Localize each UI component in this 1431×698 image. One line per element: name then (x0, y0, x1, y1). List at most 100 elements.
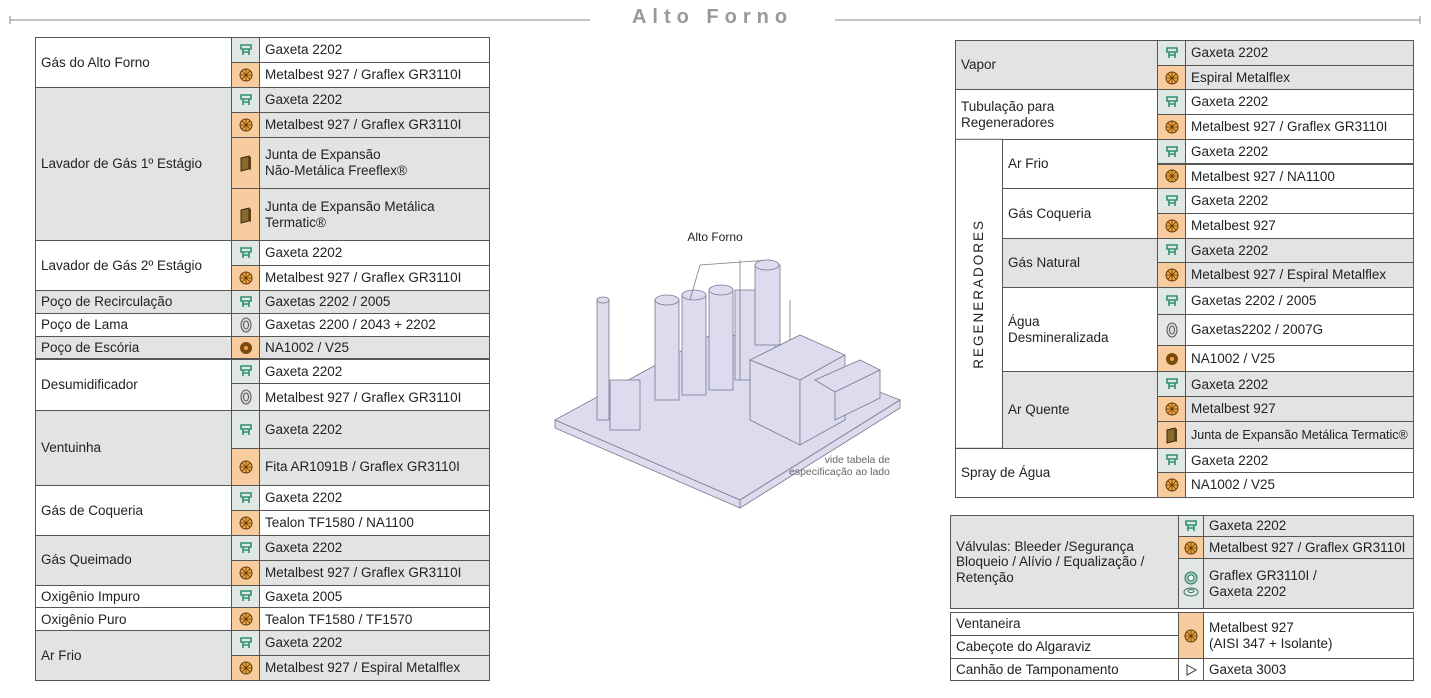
product-icon (1157, 396, 1186, 422)
product-name: Gaxeta 2202 (1185, 237, 1414, 264)
product-name: Gaxeta 2005 (259, 584, 490, 609)
product-name: Gaxeta 2202 (1185, 371, 1414, 398)
group-label: Poço de Recirculação (35, 290, 232, 314)
product-icon (1157, 114, 1186, 140)
product-name: Gaxeta 2202 (1185, 447, 1414, 474)
group-label: Gás de Coqueria (35, 485, 232, 536)
product-icon (231, 335, 260, 360)
product-icon (231, 358, 260, 385)
group-label: Válvulas: Bleeder /Segurança Bloqueio / … (950, 515, 1179, 609)
product-name: Gaxeta 3003 (1203, 658, 1414, 681)
product-icon (1157, 313, 1186, 346)
subgroup-label: Gás Coqueria (1002, 188, 1158, 239)
product-name: Junta de Expansão Metálica Termatic® (1185, 420, 1414, 449)
product-icon (1157, 212, 1186, 239)
product-name: Metalbest 927 / Graflex GR3110I (259, 111, 490, 138)
product-icon (231, 188, 260, 242)
product-icon (231, 630, 260, 657)
product-icon (231, 410, 260, 449)
group-label: Ar Frio (35, 630, 232, 681)
product-icon (1157, 447, 1186, 474)
product-name: Metalbest 927 (AISI 347 + Isolante) (1203, 612, 1414, 659)
group-label: Cabeçote do Algaraviz (950, 635, 1179, 659)
group-label: Desumidificador (35, 358, 232, 412)
subgroup-label: Ar Quente (1002, 371, 1158, 449)
illustration-label: Alto Forno (687, 230, 743, 244)
product-icon (1178, 515, 1204, 537)
product-name: Gaxeta 2202 (1185, 138, 1414, 165)
group-label: Oxigênio Puro (35, 607, 232, 632)
product-name: Metalbest 927 / Graflex GR3110I (259, 61, 490, 88)
product-icon (231, 37, 260, 63)
product-icon (231, 61, 260, 88)
product-icon (1157, 287, 1186, 315)
product-icon (231, 655, 260, 681)
product-icon (231, 290, 260, 314)
product-name: Gaxetas 2202 / 2005 (259, 290, 490, 314)
product-icon (231, 447, 260, 487)
product-name: Gaxeta 2202 (259, 37, 490, 63)
product-name: Gaxeta 2202 (259, 358, 490, 385)
product-icon (231, 136, 260, 190)
product-icon (231, 485, 260, 511)
product-name: Gaxetas2202 / 2007G (1185, 313, 1414, 346)
product-name: NA1002 / V25 (259, 335, 490, 360)
product-name: Gaxeta 2202 (1203, 515, 1414, 537)
group-label: Ventaneira (950, 612, 1179, 636)
product-icon (1157, 188, 1186, 214)
product-name: Metalbest 927 / Graflex GR3110I (1203, 536, 1414, 559)
product-name: Gaxeta 2202 (259, 86, 490, 113)
group-label: Gás Queimado (35, 534, 232, 586)
product-icon (231, 509, 260, 536)
product-icon (231, 111, 260, 138)
product-name: Gaxeta 2202 (259, 630, 490, 657)
product-icon (231, 265, 260, 292)
product-name: Junta de Expansão Metálica Termatic® (259, 188, 490, 242)
product-icon (231, 534, 260, 561)
subgroup-label: Ar Frio (1002, 138, 1158, 190)
product-icon (231, 86, 260, 113)
product-icon (1157, 64, 1186, 91)
group-label: Vapor (955, 40, 1158, 91)
group-label: Ventuinha (35, 410, 232, 486)
group-label: Oxigênio Impuro (35, 584, 232, 609)
product-name: Metalbest 927 / NA1100 (1185, 163, 1414, 190)
product-icon (231, 607, 260, 632)
product-icon (1157, 344, 1186, 373)
product-name: Gaxeta 2202 (259, 410, 490, 449)
product-name: NA1002 / V25 (1185, 344, 1414, 373)
subgroup-label: Gás Natural (1002, 237, 1158, 288)
subgroup-label: Água Desmineralizada (1002, 287, 1158, 373)
product-icon (1178, 658, 1204, 681)
product-name: Tealon TF1580 / TF1570 (259, 607, 490, 632)
product-icon (1178, 558, 1204, 609)
product-name: Metalbest 927 / Graflex GR3110I (259, 559, 490, 586)
group-label: Canhão de Tamponamento (950, 658, 1179, 681)
product-icon (231, 559, 260, 586)
product-icon (1178, 536, 1204, 559)
product-icon (1157, 138, 1186, 165)
group-label: Spray de Água (955, 447, 1158, 498)
group-label: Lavador de Gás 2º Estágio (35, 240, 232, 292)
product-name: Junta de Expansão Não-Metálica Freeflex® (259, 136, 490, 190)
product-name: Metalbest 927 / Espiral Metalflex (1185, 262, 1414, 288)
group-label: Lavador de Gás 1º Estágio (35, 86, 232, 242)
product-icon (231, 312, 260, 337)
product-name: NA1002 / V25 (1185, 472, 1414, 498)
product-icon (1157, 237, 1186, 264)
product-icon (1157, 89, 1186, 116)
product-name: Fita AR1091B / Graflex GR3110I (259, 447, 490, 487)
product-icon (1178, 612, 1204, 659)
product-name: Gaxeta 2202 (259, 534, 490, 561)
product-name: Espiral Metalflex (1185, 64, 1414, 91)
product-name: Gaxeta 2202 (1185, 89, 1414, 116)
product-name: Tealon TF1580 / NA1100 (259, 509, 490, 536)
product-name: Gaxeta 2202 (259, 240, 490, 267)
group-label: Gás do Alto Forno (35, 37, 232, 88)
product-name: Metalbest 927 / Espiral Metalflex (259, 655, 490, 681)
product-icon (1157, 40, 1186, 66)
product-name: Graflex GR3110I / Gaxeta 2202 (1203, 558, 1414, 609)
product-icon (231, 383, 260, 412)
product-name: Metalbest 927 / Graflex GR3110I (259, 265, 490, 292)
